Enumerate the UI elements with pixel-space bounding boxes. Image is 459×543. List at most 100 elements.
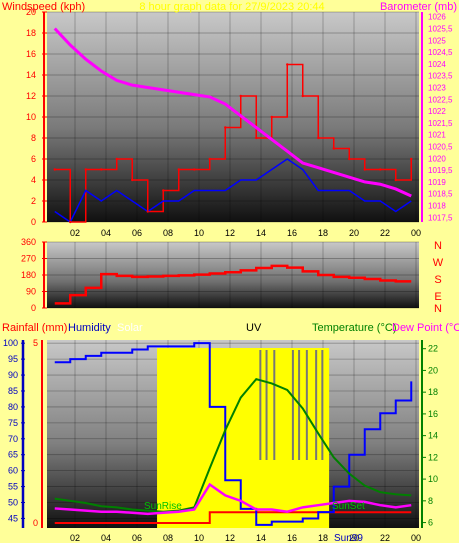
- direction-tick: 180: [21, 270, 36, 280]
- wind-x-tick: 12: [225, 228, 235, 238]
- wind-gust-point: [115, 157, 118, 161]
- solar-dip-bar: [315, 350, 318, 460]
- temperature-tick: 12: [428, 452, 438, 462]
- temperature-tick: 10: [428, 474, 438, 484]
- barometer-tick: 1025,5: [428, 25, 453, 34]
- barometer-tick: 1020,5: [428, 142, 453, 151]
- direction-tick: 270: [21, 254, 36, 264]
- rain-tick: 0: [33, 518, 38, 528]
- solar-dip-bar: [291, 350, 294, 460]
- uv-label: UV: [246, 322, 262, 334]
- wind-gust-point: [286, 63, 289, 66]
- weather-x-tick: 16: [287, 533, 297, 543]
- wind-gust-point: [332, 147, 335, 150]
- wind-x-tick: 04: [101, 228, 111, 238]
- barometer-tick: 1021,5: [428, 119, 453, 128]
- windspeed-tick: 12: [26, 91, 36, 101]
- barometer-tick: 1017,5: [428, 213, 453, 222]
- compass-e: E: [434, 291, 441, 303]
- temperature-tick: 8: [428, 496, 433, 506]
- chart-title: 8 hour graph data for 27/9/2023 20:44: [139, 1, 324, 13]
- compass-s: S: [434, 274, 441, 286]
- wind-x-tick: 10: [194, 228, 204, 238]
- barometer-tick: 1019: [428, 178, 446, 187]
- solar-dip-bar: [265, 350, 268, 460]
- wind-gust-point: [224, 126, 227, 129]
- humidity-tick: 60: [8, 466, 18, 476]
- barometer-tick: 1025: [428, 36, 446, 45]
- barometer-tick: 1023: [428, 84, 446, 93]
- wind-gust-point: [317, 136, 320, 140]
- humidity-tick: 65: [8, 450, 18, 460]
- barometer-tick: 1021: [428, 131, 446, 140]
- humidity-tick: 45: [8, 513, 18, 523]
- weather-x-tick: 20: [349, 533, 359, 543]
- wind-gust-point: [131, 178, 134, 182]
- humidity-tick: 50: [8, 498, 18, 508]
- wind-x-tick: 00: [411, 228, 421, 238]
- solar-dip-bar: [259, 350, 262, 460]
- weather-x-tick: 04: [101, 533, 111, 543]
- wind-gust-point: [348, 157, 351, 161]
- temperature-tick: 16: [428, 409, 438, 419]
- solar-area: [157, 348, 330, 528]
- windspeed-tick: 14: [26, 70, 36, 80]
- windspeed-axis-label: Windspeed (kph): [2, 1, 85, 13]
- wind-gust-point: [410, 157, 413, 161]
- weather-x-tick: 00: [411, 533, 421, 543]
- wind-x-tick: 14: [256, 228, 266, 238]
- humidity-tick: 90: [8, 370, 18, 380]
- wind-gust-point: [255, 136, 258, 140]
- humidity-label: Humidity: [68, 322, 111, 334]
- barometer-axis-label: Barometer (mb): [380, 1, 457, 13]
- barometer-tick: 1018: [428, 201, 446, 210]
- sunset-bottom-label: Sun99: [334, 533, 363, 543]
- wind-x-tick: 18: [318, 228, 328, 238]
- wind-x-tick: 08: [163, 228, 173, 238]
- wind-gust-point: [69, 220, 72, 224]
- barometer-tick: 1022,5: [428, 95, 453, 104]
- temperature-label: Temperature (°C): [312, 322, 396, 334]
- wind-gust-point: [301, 94, 304, 98]
- weather-x-tick: 06: [132, 533, 142, 543]
- temperature-tick: 22: [428, 344, 438, 354]
- barometer-tick: 1023,5: [428, 72, 453, 81]
- compass-w: W: [433, 257, 444, 269]
- humidity-tick: 80: [8, 402, 18, 412]
- wind-gust-point: [208, 157, 211, 161]
- temperature-line: [54, 377, 412, 513]
- wind-gust-point: [84, 168, 87, 171]
- humidity-tick: 75: [8, 418, 18, 428]
- barometer-line: [53, 27, 412, 198]
- rain-tick: 5: [33, 338, 38, 348]
- direction-tick: 90: [26, 287, 36, 297]
- wind-panel: [47, 12, 419, 222]
- windspeed-tick: 10: [26, 112, 36, 122]
- wind-x-tick: 16: [287, 228, 297, 238]
- windspeed-tick: 18: [26, 28, 36, 38]
- windspeed-tick: 6: [31, 154, 36, 164]
- temperature-tick: 18: [428, 387, 438, 397]
- windspeed-tick: 20: [26, 7, 36, 17]
- wind-gust-line: [54, 63, 412, 223]
- wind-gust-point: [379, 168, 382, 171]
- humidity-tick: 70: [8, 434, 18, 444]
- humidity-tick: 55: [8, 482, 18, 492]
- wind-x-tick: 22: [380, 228, 390, 238]
- barometer-tick: 1026: [428, 13, 446, 22]
- barometer-tick: 1018,5: [428, 190, 453, 199]
- solar-label: Solar: [117, 322, 143, 334]
- barometer-tick: 1019,5: [428, 166, 453, 175]
- wind-gust-point: [53, 168, 56, 171]
- sunset-label: SunSet: [332, 501, 365, 512]
- wind-x-tick: 20: [349, 228, 359, 238]
- solar-dip-bar: [273, 350, 276, 460]
- wind-gust-point: [177, 168, 180, 171]
- windspeed-tick: 16: [26, 49, 36, 59]
- wind-x-tick: 02: [70, 228, 80, 238]
- humidity-tick: 95: [8, 354, 18, 364]
- windspeed-tick: 4: [31, 175, 36, 185]
- temperature-tick: 14: [428, 431, 438, 441]
- barometer-tick: 1024: [428, 60, 446, 69]
